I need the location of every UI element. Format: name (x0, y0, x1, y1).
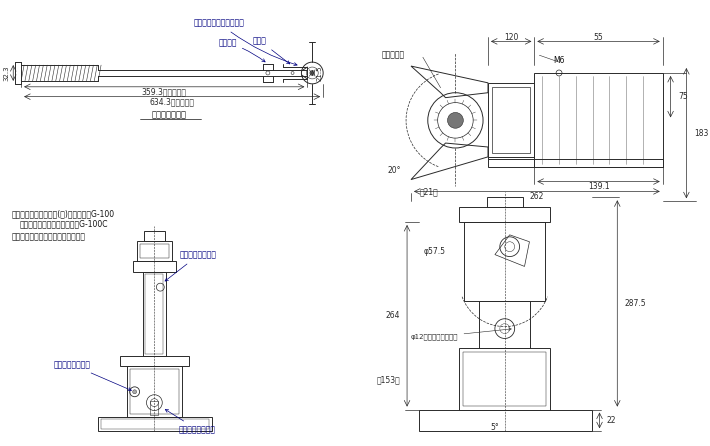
Bar (488, 83, 535, 157)
Bar (120, 356, 189, 366)
Bar (419, 409, 591, 431)
Circle shape (310, 70, 315, 75)
Text: 75: 75 (679, 92, 688, 101)
Bar (143, 273, 166, 356)
Circle shape (133, 390, 136, 394)
Bar (492, 87, 530, 153)
Text: 21.5: 21.5 (316, 65, 322, 81)
Circle shape (447, 112, 464, 128)
Bar (464, 352, 546, 405)
Bar (146, 274, 163, 354)
Bar (487, 197, 523, 207)
Bar (459, 348, 550, 409)
Bar (140, 244, 169, 257)
Bar (464, 222, 545, 301)
Bar (535, 73, 662, 167)
Text: 55: 55 (594, 33, 604, 42)
Bar (151, 401, 158, 416)
Text: φ57.5: φ57.5 (424, 247, 446, 256)
Text: （153）: （153） (376, 376, 400, 384)
Bar (479, 301, 530, 348)
Text: φ12（シリンダ内径）: φ12（シリンダ内径） (411, 328, 511, 340)
Text: 634.3（最伸長）: 634.3（最伸長） (150, 97, 195, 106)
Text: ニッケルめっきタイプ：G-100C: ニッケルめっきタイプ：G-100C (19, 219, 108, 228)
Text: 5°: 5° (491, 423, 499, 432)
Bar (130, 369, 179, 414)
Text: 操作レバー差込口: 操作レバー差込口 (165, 251, 217, 281)
Bar (459, 207, 550, 222)
Text: 264: 264 (386, 311, 400, 320)
Text: 20°: 20° (388, 166, 401, 175)
Text: 注１．型式　標準塗装(赤)タイプ　：G-100: 注１．型式 標準塗装(赤)タイプ ：G-100 (11, 209, 114, 218)
Text: 伸縮式: 伸縮式 (253, 37, 290, 64)
Bar (127, 366, 182, 417)
Bar (488, 159, 662, 167)
Text: 22: 22 (606, 416, 616, 425)
Bar (98, 417, 212, 431)
Text: 359.3（最縮長）: 359.3（最縮長） (142, 87, 187, 96)
Text: 139.1: 139.1 (588, 182, 609, 191)
Text: 32.3: 32.3 (4, 65, 9, 81)
Text: レバー回転: レバー回転 (381, 51, 405, 60)
Text: 287.5: 287.5 (624, 299, 646, 308)
Bar (133, 260, 176, 273)
Text: （21）: （21） (420, 187, 438, 196)
Text: ２．専用操作レバーが付属します。: ２．専用操作レバーが付属します。 (11, 232, 85, 241)
Text: リリーズスクリュ: リリーズスクリュ (165, 409, 216, 434)
Text: リリーズスクリュ差込口: リリーズスクリュ差込口 (194, 19, 297, 66)
Text: 262: 262 (530, 192, 544, 201)
Bar (101, 419, 209, 429)
Text: ストッパ: ストッパ (219, 38, 265, 62)
Text: M6: M6 (553, 56, 564, 65)
Bar (143, 231, 165, 241)
Text: 専用操作レバー: 専用操作レバー (152, 110, 187, 119)
Text: オイルフィリング: オイルフィリング (53, 360, 131, 391)
Bar (136, 241, 172, 260)
Text: 183: 183 (694, 129, 709, 138)
Text: 120: 120 (504, 33, 518, 42)
